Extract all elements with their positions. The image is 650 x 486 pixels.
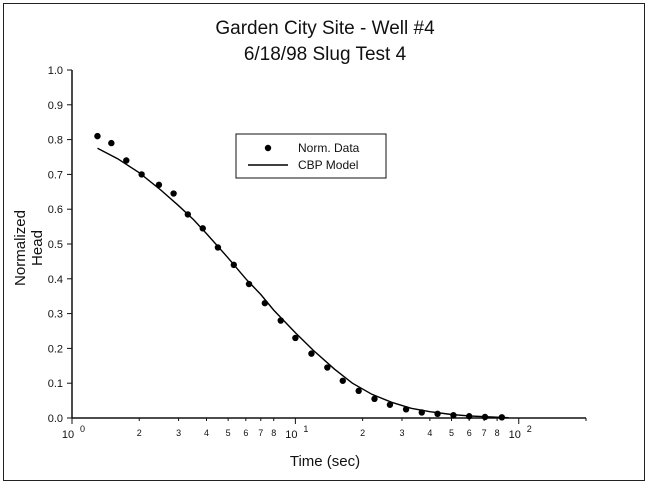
- legend-label: CBP Model: [298, 158, 358, 172]
- y-tick-label: 0.4: [48, 274, 63, 286]
- x-tick-label: 10: [62, 429, 74, 441]
- x-tick-label: 10: [285, 429, 297, 441]
- y-tick-label: 0.7: [48, 169, 63, 181]
- y-tick-label: 0.3: [48, 309, 63, 321]
- chart-title: Garden City Site - Well #4: [215, 18, 435, 39]
- legend-marker-swatch: [264, 144, 272, 152]
- x-minor-tick-label: 3: [176, 428, 181, 438]
- x-minor-tick-label: 6: [467, 428, 472, 438]
- data-point: [339, 377, 346, 384]
- x-axis-label: Time (sec): [289, 453, 361, 470]
- y-tick-label: 0.0: [48, 413, 63, 425]
- x-minor-tick-label: 4: [427, 428, 432, 438]
- x-minor-tick-label: 5: [449, 428, 454, 438]
- data-point: [123, 157, 130, 164]
- x-minor-tick-label: 8: [271, 428, 276, 438]
- data-point: [434, 410, 441, 418]
- x-minor-tick-label: 7: [482, 428, 487, 438]
- x-minor-tick-label: 2: [137, 428, 142, 438]
- chart-subtitle: 6/18/98 Slug Test 4: [243, 44, 407, 65]
- x-tick-exponent: 1: [303, 424, 308, 434]
- x-minor-tick-label: 2: [360, 428, 365, 438]
- data-point: [94, 132, 101, 140]
- y-tick-label: 1.0: [48, 65, 63, 77]
- y-tick-label: 0.6: [48, 204, 63, 216]
- x-minor-tick-label: 7: [258, 428, 263, 438]
- x-minor-tick-label: 8: [495, 428, 500, 438]
- x-minor-tick-label: 3: [399, 428, 404, 438]
- x-minor-tick-label: 4: [204, 428, 209, 438]
- y-tick-label: 0.8: [48, 135, 63, 147]
- y-tick-label: 0.2: [48, 343, 63, 355]
- x-minor-tick-label: 5: [226, 428, 231, 438]
- data-point: [355, 387, 362, 395]
- data-point: [292, 334, 299, 342]
- data-point: [371, 395, 378, 403]
- x-tick-exponent: 0: [80, 424, 85, 434]
- data-point: [324, 364, 331, 371]
- data-point: [308, 350, 315, 357]
- data-point: [245, 280, 253, 288]
- data-point: [386, 401, 394, 408]
- model-curve: [97, 147, 509, 419]
- data-point: [199, 225, 206, 232]
- data-point: [170, 190, 177, 197]
- x-tick-exponent: 2: [527, 424, 532, 434]
- legend-box: [235, 133, 387, 179]
- y-tick-label: 0.9: [48, 100, 63, 112]
- x-tick-label: 10: [509, 429, 521, 441]
- x-minor-tick-label: 6: [243, 428, 248, 438]
- y-tick-label: 0.5: [48, 239, 63, 251]
- data-point: [108, 139, 115, 147]
- chart-frame: [3, 3, 645, 481]
- y-tick-label: 0.1: [48, 378, 63, 390]
- legend-label: Norm. Data: [298, 141, 360, 155]
